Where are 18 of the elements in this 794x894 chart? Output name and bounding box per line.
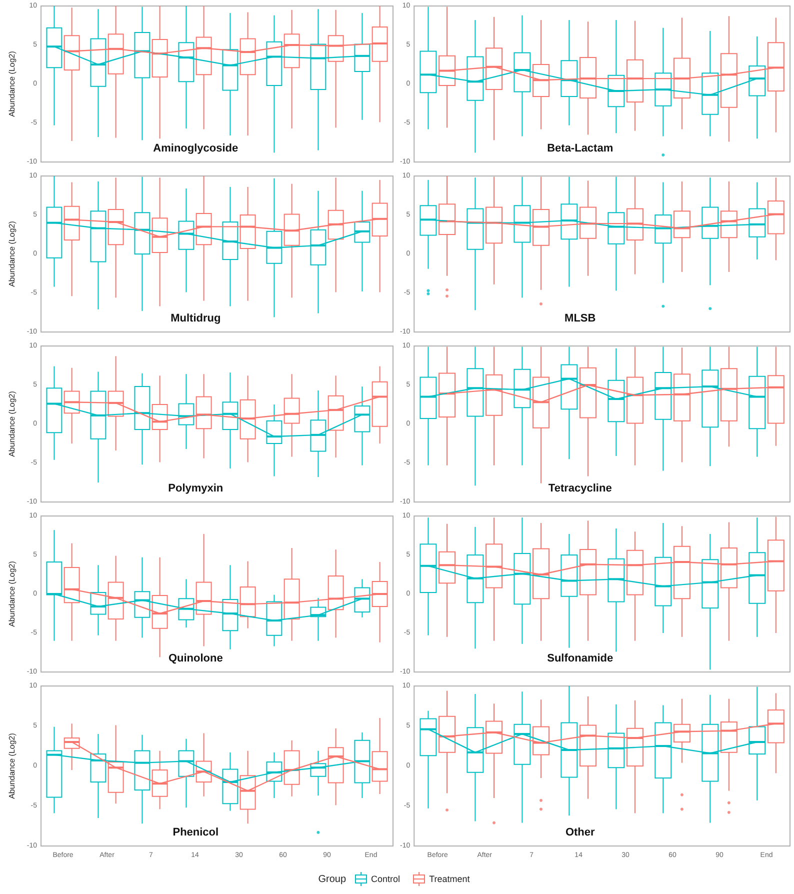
text: Aminoglycoside <box>153 142 238 154</box>
legend-label: Control <box>371 874 400 884</box>
y-axis-title: Abundance (Log2) <box>8 220 16 287</box>
legend-label: Treatment <box>429 874 470 884</box>
text: Sulfonamide <box>547 652 614 664</box>
text: Polymyxin <box>168 482 224 494</box>
y-axis-title: Abundance (Log2) <box>8 390 16 457</box>
text: Other <box>565 826 596 838</box>
text: MLSB <box>564 312 596 324</box>
y-axis-title: Abundance (Log2) <box>8 560 16 627</box>
text: Quinolone <box>168 652 223 664</box>
y-axis-title: Abundance (Log2) <box>8 50 16 117</box>
y-axis-title: Abundance (Log2) <box>8 732 16 799</box>
text: Tetracycline <box>548 482 612 494</box>
text: Phenicol <box>172 826 219 838</box>
legend-title: Group <box>318 874 346 884</box>
text: Multidrug <box>170 312 221 324</box>
text: Beta-Lactam <box>547 142 614 154</box>
